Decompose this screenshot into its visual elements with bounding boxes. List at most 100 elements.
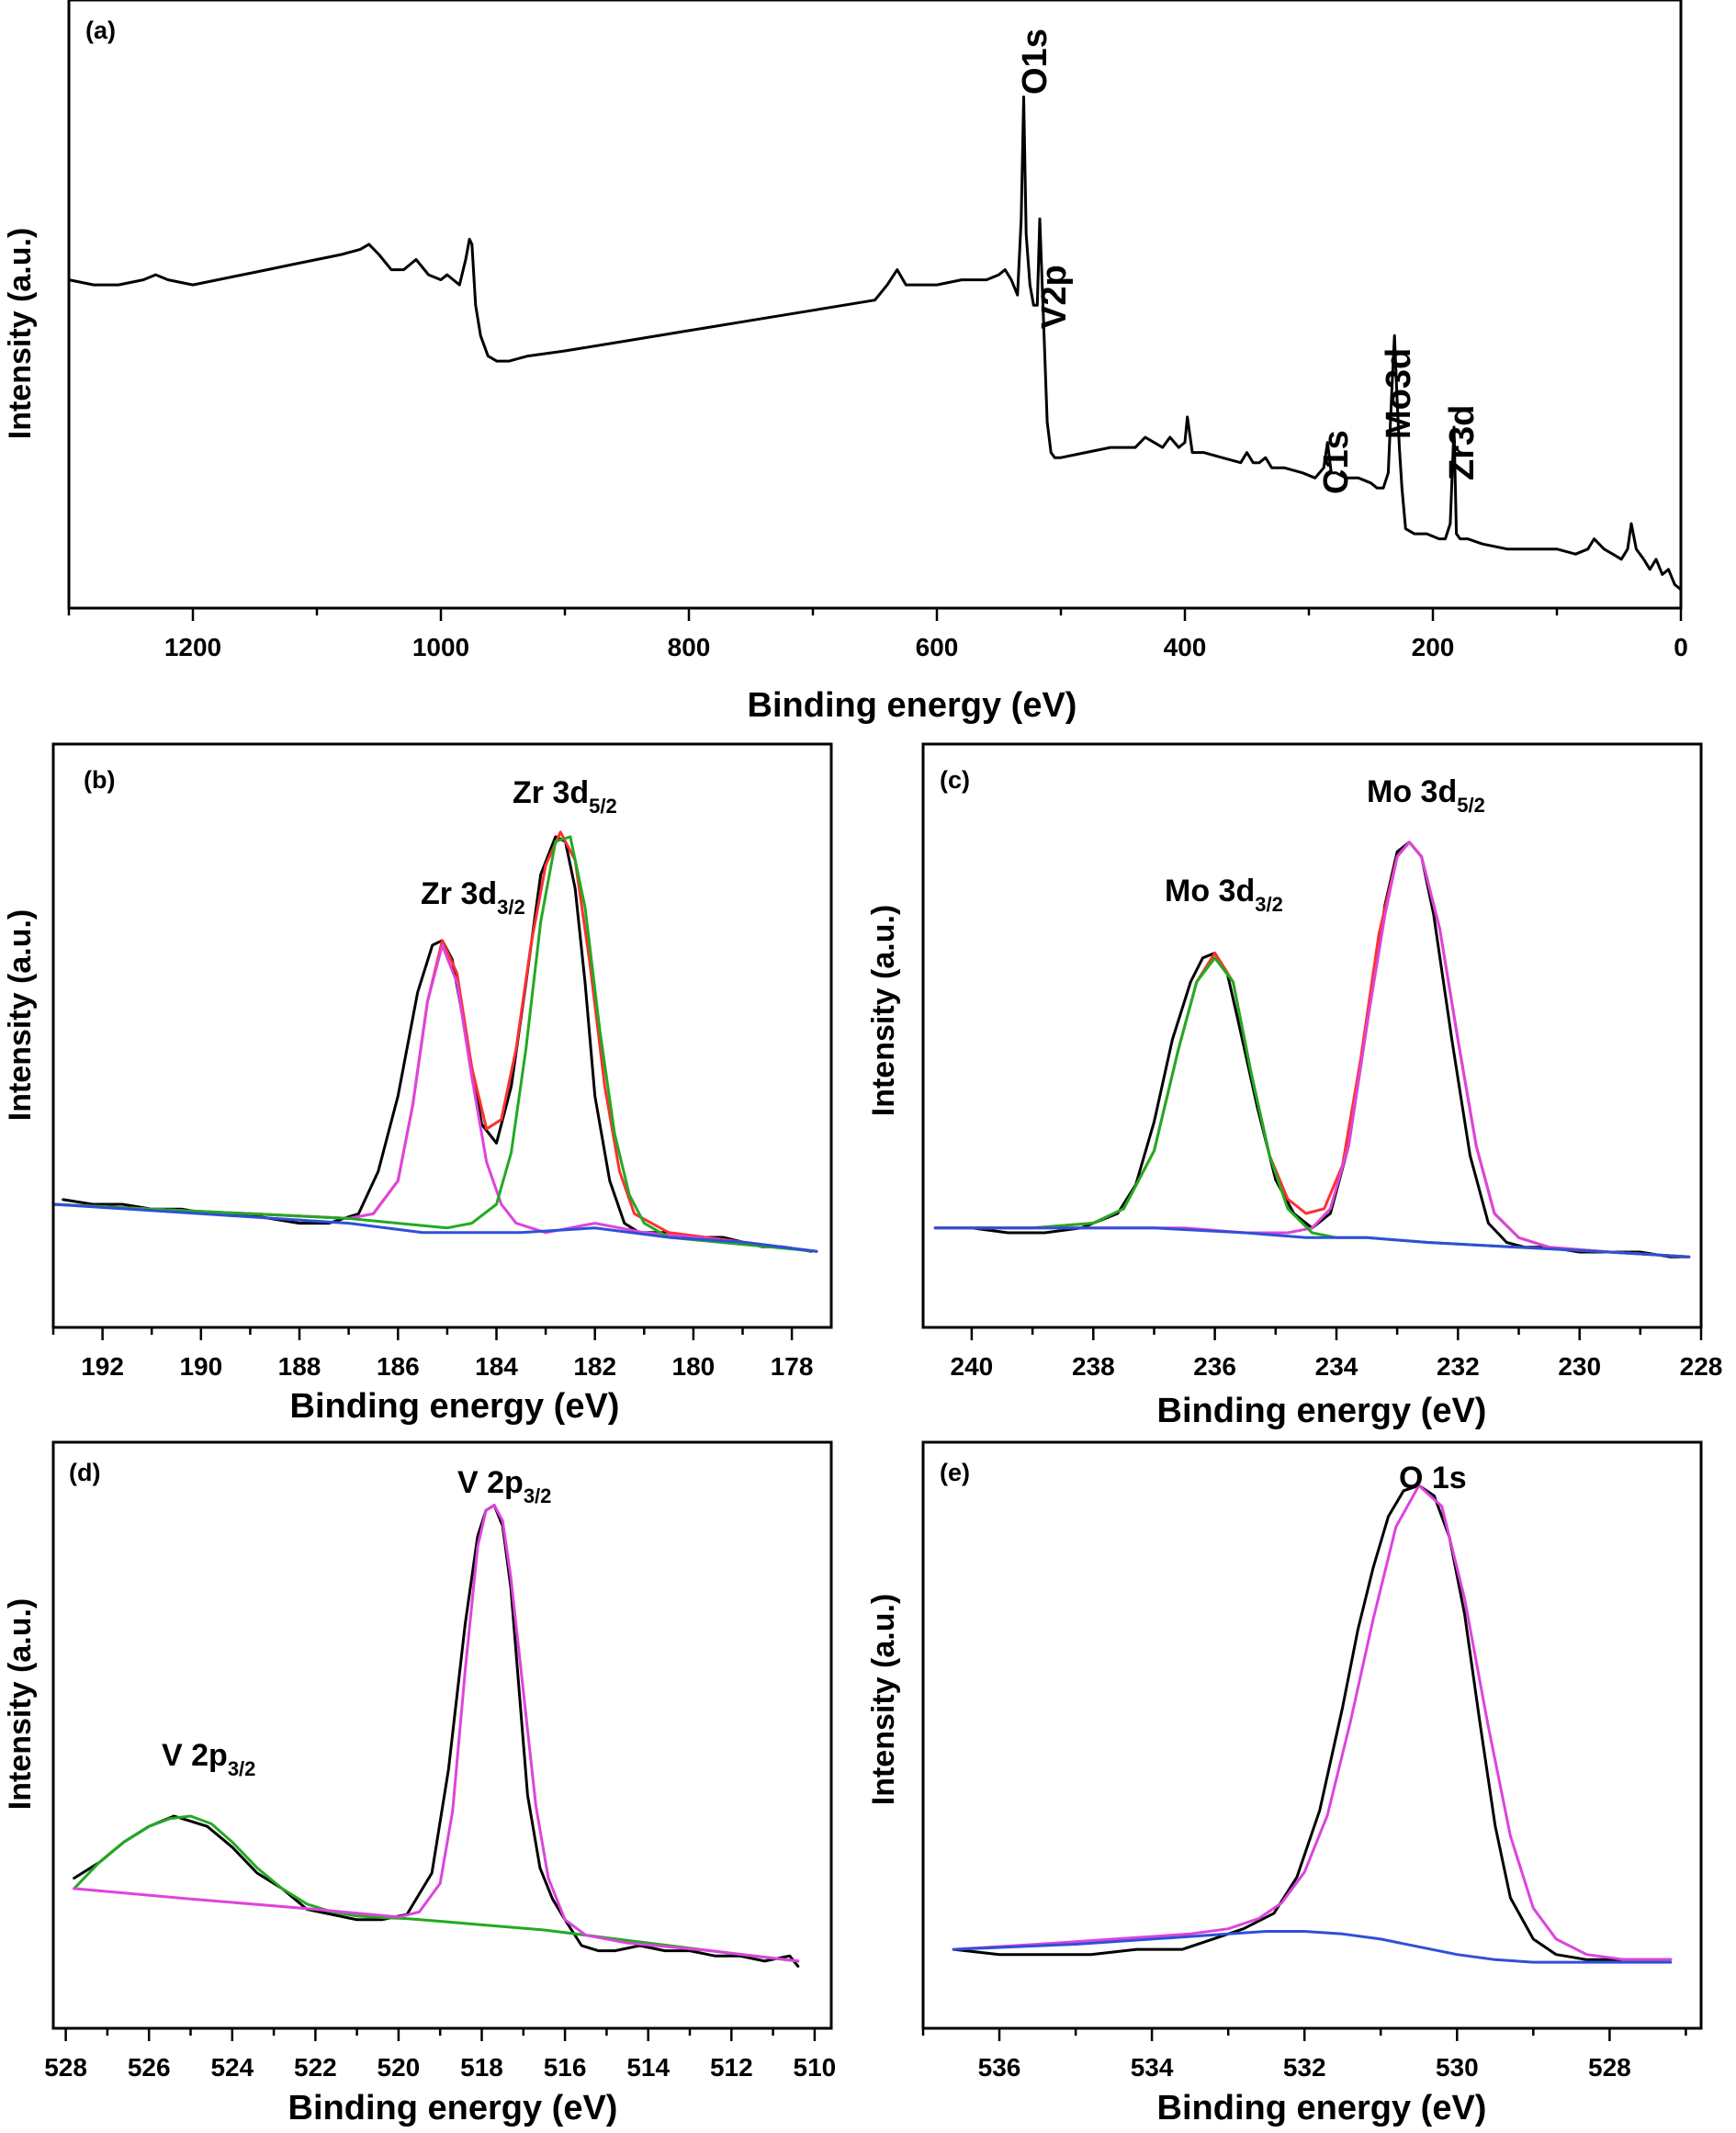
panel-c-series-1-line [933,841,1691,1258]
peak-label-v2p32-broad-subscript: 3/2 [228,1757,256,1780]
panel-d-tick-label: 522 [294,2053,337,2082]
panel-b-x-axis-label: Binding energy (eV) [290,1387,620,1426]
peak-label-zr3d52: Zr 3d5/2 [513,775,617,818]
panel-a-tick-label: 1000 [412,633,469,661]
peak-label-zr3d: Zr3d [1443,405,1482,480]
peak-label-mo3d52-text: Mo 3d [1367,774,1457,809]
peak-label-v2p32-sharp-text: V 2p [457,1465,524,1500]
panel-b-tick-label: 186 [377,1352,420,1381]
peak-label-zr3d32-text: Zr 3d [421,876,497,911]
panel-b-series-2-line [51,943,818,1253]
panel-d-frame [51,1440,833,2030]
panel-b-tick-label: 180 [672,1352,716,1381]
panel-a-letter: (a) [85,17,116,44]
panel-b-series-4-line [51,1202,818,1253]
panel-c-letter: (c) [940,766,970,794]
panel-c-y-axis-label: Intensity (a.u.) [866,905,901,1116]
panel-a-tick-label: 800 [668,633,711,661]
panel-e-x-axis-label: Binding energy (eV) [1157,2089,1487,2127]
panel-d-letter: (d) [69,1459,100,1486]
panel-e-tick-label: 536 [978,2053,1021,2082]
panel-b-x-ticks: 192 190 188 186 184 182 180 178 [51,1327,814,1381]
panel-a-series-0-line [67,96,1683,592]
panel-a-x-ticks: 1200 1000 800 600 400 200 0 [67,608,1688,661]
panel-b-zr3d-spectrum: 192 190 188 186 184 182 180 178 (b) Binding ene… [3,742,833,1426]
panel-e-series-0-line [952,1484,1673,1961]
panel-d-series-2-line [73,1504,800,1963]
peak-label-zr3d52-text: Zr 3d [513,775,589,810]
panel-b-tick-label: 184 [475,1352,518,1381]
panel-c-x-axis-label: Binding energy (eV) [1157,1392,1487,1430]
peak-label-mo3d52-subscript: 5/2 [1457,794,1485,817]
panel-d-y-axis-label: Intensity (a.u.) [3,1598,38,1810]
panel-a-tick-label: 400 [1164,633,1207,661]
panel-e-x-ticks: 536 534 532 530 528 [921,2028,1687,2082]
panel-c-x-ticks: 240 238 236 234 232 230 228 [951,1327,1723,1381]
panel-d-tick-label: 510 [794,2053,837,2082]
peak-label-c1s: C1s [1317,430,1356,494]
peak-label-mo3d32-subscript: 3/2 [1255,893,1283,916]
panel-c-tick-label: 238 [1072,1352,1115,1381]
panel-c-tick-label: 236 [1193,1352,1236,1381]
peak-label-zr3d52-subscript: 5/2 [589,795,617,818]
peak-label-v2p: V2p [1035,265,1074,329]
panel-e-data-layer [952,1484,1673,1964]
peak-label-o1s: O1s [1016,28,1054,95]
peak-label-v2p32-sharp: V 2p3/2 [457,1465,551,1507]
panel-d-series-1-line [73,1814,800,1963]
panel-d-x-axis-label: Binding energy (eV) [288,2089,618,2127]
panel-e-o1s-spectrum: 536 534 532 530 528 (e) Binding energy (eV) … [866,1440,1703,2127]
panel-d-data-layer [73,1504,800,1968]
panel-e-tick-label: 530 [1436,2053,1479,2082]
panel-b-tick-label: 182 [573,1352,616,1381]
peak-label-mo3d52: Mo 3d5/2 [1367,774,1485,817]
panel-c-tick-label: 228 [1680,1352,1723,1381]
panel-e-y-axis-label: Intensity (a.u.) [866,1594,901,1805]
peak-label-v2p32-broad-text: V 2p [162,1738,228,1773]
panel-b-data-layer [51,830,818,1253]
panel-b-tick-label: 192 [81,1352,124,1381]
panel-e-tick-label: 528 [1588,2053,1631,2082]
panel-d-tick-label: 528 [44,2053,87,2082]
panel-e-series-1-line [952,1484,1673,1961]
panel-e-tick-label: 532 [1283,2053,1326,2082]
panel-b-letter: (b) [84,766,115,794]
peak-label-v2p32-broad: V 2p3/2 [162,1738,255,1780]
panel-b-frame [51,742,833,1329]
panel-e-series-2-line [952,1930,1673,1964]
panel-a-data-layer [67,96,1683,592]
panel-a-x-axis-label: Binding energy (eV) [748,686,1077,725]
peak-label-mo3d32-text: Mo 3d [1165,874,1255,908]
panel-d-x-ticks: 528 526 524 522 520 518 516 514 512 510 [44,2028,836,2082]
peak-label-mo3d: Mo3d [1380,348,1418,439]
panel-b-tick-label: 188 [278,1352,321,1381]
panel-c-series-0-line [933,841,1691,1258]
panel-d-tick-label: 520 [378,2053,421,2082]
peak-label-mo3d32: Mo 3d3/2 [1165,874,1283,916]
panel-a-tick-label: 0 [1674,633,1688,661]
panel-b-tick-label: 190 [179,1352,222,1381]
panel-c-tick-label: 230 [1558,1352,1601,1381]
panel-b-y-axis-label: Intensity (a.u.) [3,909,38,1121]
panel-a-tick-label: 600 [916,633,959,661]
panel-d-tick-label: 512 [710,2053,753,2082]
panel-c-mo3d-spectrum: 240 238 236 234 232 230 228 (c) Binding energy… [866,742,1723,1430]
panel-e-tick-label: 534 [1131,2053,1174,2082]
panel-e-frame [921,1440,1703,2030]
panel-c-series-2-line [933,841,1691,1258]
panel-c-series-4-line [933,1226,1691,1258]
panel-b-tick-label: 178 [771,1352,814,1381]
panel-e-letter: (e) [940,1459,970,1486]
panel-d-tick-label: 518 [460,2053,503,2082]
panel-a-tick-label: 200 [1412,633,1455,661]
peak-label-v2p32-sharp-subscript: 3/2 [524,1484,552,1507]
panel-c-tick-label: 240 [951,1352,994,1381]
panel-c-tick-label: 232 [1437,1352,1480,1381]
peak-label-o1s-detail: O 1s [1399,1461,1467,1495]
panel-d-v2p-spectrum: 528 526 524 522 520 518 516 514 512 510 (d) Bindi… [3,1440,836,2127]
peak-label-zr3d32-subscript: 3/2 [497,896,525,919]
panel-a-frame [67,0,1683,610]
peak-label-zr3d32: Zr 3d3/2 [421,876,525,919]
panel-a-survey-spectrum: 1200 1000 800 600 400 200 0 (a) Binding energy… [3,0,1688,725]
